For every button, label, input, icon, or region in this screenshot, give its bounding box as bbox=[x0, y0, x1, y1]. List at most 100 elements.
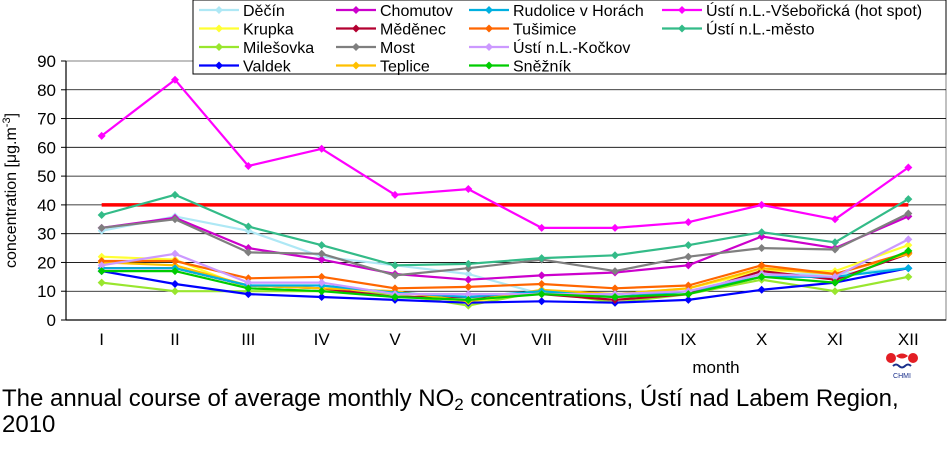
data-point bbox=[317, 272, 326, 281]
data-point bbox=[391, 292, 399, 301]
data-point bbox=[831, 278, 839, 287]
x-tick-label: XI bbox=[827, 330, 843, 349]
data-point bbox=[244, 226, 253, 235]
figure-caption: The annual course of average monthly NO2… bbox=[2, 386, 942, 438]
legend-swatch-marker bbox=[485, 6, 493, 14]
y-axis-title-end: ] bbox=[3, 113, 20, 117]
data-point bbox=[464, 269, 473, 278]
data-point bbox=[244, 244, 253, 253]
data-point bbox=[464, 275, 473, 284]
data-point bbox=[171, 215, 179, 224]
y-tick-label: 70 bbox=[37, 110, 56, 129]
legend-swatch-marker bbox=[215, 61, 223, 70]
caption-text-start: The annual course of average monthly NO bbox=[2, 385, 455, 412]
data-point bbox=[537, 254, 546, 263]
x-tick-label: VIII bbox=[602, 330, 628, 349]
data-point bbox=[317, 144, 326, 153]
data-point bbox=[757, 200, 766, 209]
x-tick-label: XII bbox=[898, 330, 919, 349]
x-tick-label: IX bbox=[680, 330, 696, 349]
data-point bbox=[611, 292, 619, 301]
data-point bbox=[244, 274, 253, 283]
y-tick-label: 80 bbox=[37, 81, 56, 100]
data-point bbox=[757, 285, 766, 294]
data-point bbox=[464, 290, 473, 299]
data-point bbox=[97, 223, 106, 232]
data-point bbox=[904, 264, 913, 273]
data-point bbox=[904, 195, 913, 204]
chmi-logo-icon bbox=[886, 353, 918, 369]
y-tick-label: 90 bbox=[37, 52, 56, 71]
data-point bbox=[831, 238, 839, 247]
y-tick-label: 0 bbox=[47, 311, 56, 330]
data-point bbox=[391, 284, 399, 293]
y-axis-title: concentration [μg.m-3] bbox=[1, 113, 20, 268]
data-point bbox=[317, 249, 326, 258]
data-point bbox=[244, 278, 253, 287]
legend-entry-label: Rudolice v Horách bbox=[513, 3, 644, 20]
data-point bbox=[757, 232, 766, 241]
legend-entry-label: Krupka bbox=[243, 22, 294, 39]
y-axis-title-sup: -3 bbox=[1, 117, 13, 127]
legend-swatch-marker bbox=[215, 24, 223, 33]
data-point bbox=[244, 222, 253, 231]
data-point bbox=[244, 290, 253, 299]
y-tick-label: 20 bbox=[37, 253, 56, 272]
data-point bbox=[757, 244, 766, 253]
data-point bbox=[391, 261, 399, 270]
data-point bbox=[97, 278, 106, 287]
data-point bbox=[97, 261, 106, 270]
legend-swatch-marker bbox=[678, 6, 686, 14]
data-point bbox=[611, 267, 619, 276]
legend-entry-label: Tušimice bbox=[513, 22, 577, 39]
data-point bbox=[171, 75, 179, 84]
data-point bbox=[684, 281, 693, 290]
data-point bbox=[757, 261, 766, 270]
data-point bbox=[391, 190, 399, 199]
caption-subscript: 2 bbox=[454, 395, 464, 414]
x-tick-label: III bbox=[241, 330, 255, 349]
x-axis-title: month bbox=[692, 358, 739, 377]
legend bbox=[192, 0, 947, 75]
chmi-logo-text: CHMI bbox=[893, 373, 911, 380]
legend-swatch-marker bbox=[352, 43, 360, 51]
legend-swatch-marker bbox=[678, 24, 686, 33]
data-point bbox=[831, 287, 839, 296]
data-point bbox=[317, 255, 326, 264]
x-tick-label: II bbox=[170, 330, 179, 349]
y-tick-label: 30 bbox=[37, 225, 56, 244]
series-line bbox=[101, 193, 909, 267]
data-point bbox=[904, 235, 913, 244]
legend-entry-label: Teplice bbox=[380, 59, 430, 76]
data-point bbox=[684, 252, 693, 261]
data-point bbox=[684, 290, 693, 299]
data-point bbox=[537, 271, 546, 280]
y-tick-label: 50 bbox=[37, 167, 56, 186]
data-point bbox=[831, 272, 839, 281]
data-point bbox=[97, 267, 106, 276]
caption-text-end: concentrations, Ústí nad Labem Region, 2… bbox=[2, 385, 899, 438]
legend-swatch-marker bbox=[352, 6, 360, 14]
data-point bbox=[171, 287, 179, 296]
data-point bbox=[537, 280, 546, 289]
chmi-logo: CHMI bbox=[884, 352, 920, 382]
series-12 bbox=[97, 75, 913, 232]
data-point bbox=[464, 185, 473, 194]
data-point bbox=[831, 215, 839, 224]
y-tick-label: 10 bbox=[37, 282, 56, 301]
legend-swatch-marker bbox=[485, 24, 493, 33]
series-13 bbox=[97, 190, 913, 270]
y-tick-label: 60 bbox=[37, 138, 56, 157]
data-point bbox=[537, 297, 546, 306]
legend-entry-label: Valdek bbox=[243, 59, 292, 76]
legend-swatch-marker bbox=[485, 61, 493, 70]
x-tick-label: VI bbox=[460, 330, 476, 349]
legend-entry-label: Ústí n.L.-Kočkov bbox=[513, 38, 630, 57]
x-tick-label: V bbox=[389, 330, 401, 349]
series-line bbox=[101, 275, 909, 307]
series-line bbox=[101, 249, 909, 301]
data-point bbox=[757, 272, 766, 281]
legend-swatch-marker bbox=[485, 43, 493, 51]
data-point bbox=[464, 264, 473, 273]
